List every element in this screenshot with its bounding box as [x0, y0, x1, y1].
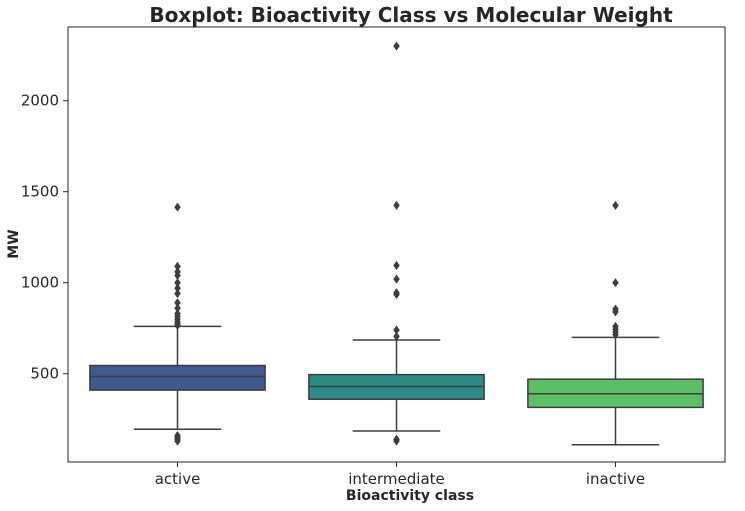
y-tick-label: 1500 [21, 183, 59, 201]
x-tick-label: active [155, 470, 201, 488]
x-tick-label: inactive [586, 470, 645, 488]
box-active [89, 364, 266, 391]
outlier-point [393, 325, 400, 335]
outlier-point [393, 288, 400, 298]
outlier-point [393, 274, 400, 284]
y-axis-label: MW [6, 229, 22, 258]
chart-title: Boxplot: Bioactivity Class vs Molecular … [149, 3, 673, 27]
outlier-point [612, 200, 619, 210]
outlier-point [174, 303, 181, 313]
outlier-point [393, 200, 400, 210]
outlier-point [174, 202, 181, 212]
plot-area: 500 1000 1500 2000 active intermediate inactiv… [21, 26, 726, 488]
y-tick-label: 1000 [21, 274, 59, 292]
outlier-point [612, 304, 619, 314]
outlier-point [174, 283, 181, 293]
outlier-point [174, 309, 181, 319]
x-tick-label: intermediate [348, 470, 445, 488]
outlier-point [174, 261, 181, 271]
y-tick-label: 2000 [21, 92, 59, 110]
outlier-point [612, 321, 619, 332]
outlier-point [174, 430, 181, 441]
outlier-point [393, 434, 400, 444]
outlier-point [393, 331, 400, 342]
y-tick-label: 500 [30, 365, 59, 383]
outlier-point [174, 298, 181, 308]
outlier-point [393, 260, 400, 271]
outlier-point [612, 278, 619, 288]
outlier-point [393, 41, 400, 51]
outlier-point [174, 278, 181, 288]
outlier-point [174, 289, 181, 299]
x-axis-label: Bioactivity class [346, 488, 474, 504]
outlier-point [174, 267, 181, 277]
